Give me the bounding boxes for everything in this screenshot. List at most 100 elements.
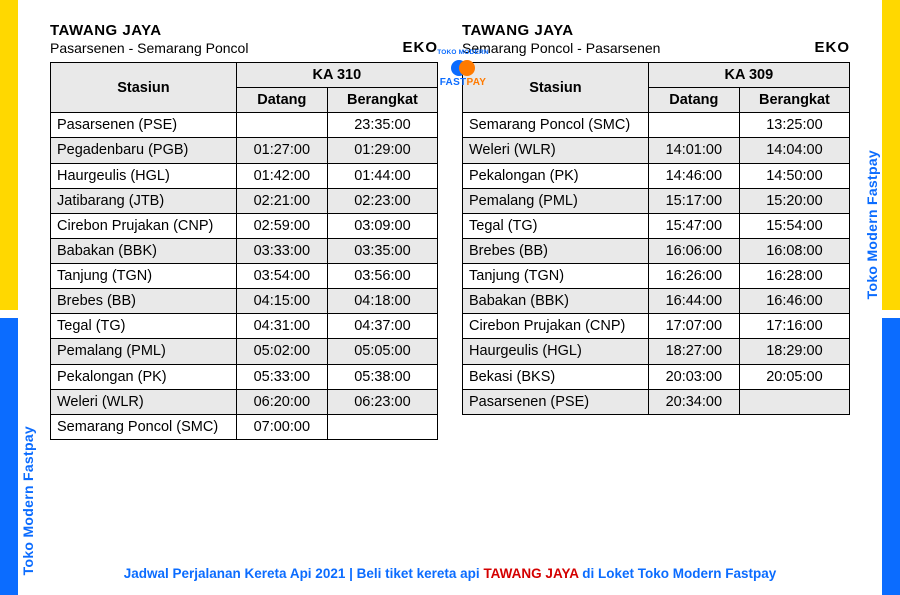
cell-station: Pemalang (PML) — [463, 188, 649, 213]
cell-departure: 16:46:00 — [739, 289, 849, 314]
cell-departure: 14:50:00 — [739, 163, 849, 188]
cell-station: Cirebon Prujakan (CNP) — [463, 314, 649, 339]
stripe-decor — [882, 0, 900, 310]
table-row: Semarang Poncol (SMC)07:00:00 — [51, 414, 438, 439]
cell-station: Babakan (BBK) — [51, 238, 237, 263]
stripe-decor — [0, 318, 18, 595]
table-row: Tanjung (TGN)03:54:0003:56:00 — [51, 264, 438, 289]
cell-departure: 03:35:00 — [327, 238, 437, 263]
fastpay-logo: TOKO MODERN FASTPAY — [433, 50, 493, 88]
col-datang: Datang — [236, 88, 327, 113]
train-class: EKO — [814, 39, 850, 56]
cell-departure: 04:18:00 — [327, 289, 437, 314]
cell-arrival: 01:42:00 — [236, 163, 327, 188]
cell-station: Haurgeulis (HGL) — [463, 339, 649, 364]
stripe-decor — [0, 0, 18, 310]
cell-arrival: 16:06:00 — [648, 238, 739, 263]
cell-station: Pasarsenen (PSE) — [51, 113, 237, 138]
table-row: Tegal (TG)04:31:0004:37:00 — [51, 314, 438, 339]
cell-departure: 04:37:00 — [327, 314, 437, 339]
cell-arrival: 04:15:00 — [236, 289, 327, 314]
cell-arrival: 04:31:00 — [236, 314, 327, 339]
cell-arrival: 14:01:00 — [648, 138, 739, 163]
cell-departure: 05:05:00 — [327, 339, 437, 364]
train-route: Pasarsenen - Semarang Poncol — [50, 40, 248, 56]
cell-departure: 18:29:00 — [739, 339, 849, 364]
cell-arrival: 01:27:00 — [236, 138, 327, 163]
table-row: Pekalongan (PK)14:46:0014:50:00 — [463, 163, 850, 188]
train-title: TAWANG JAYA — [462, 22, 660, 39]
table-row: Pegadenbaru (PGB)01:27:0001:29:00 — [51, 138, 438, 163]
cell-departure: 23:35:00 — [327, 113, 437, 138]
cell-station: Babakan (BBK) — [463, 289, 649, 314]
cell-departure: 16:28:00 — [739, 264, 849, 289]
cell-arrival — [236, 113, 327, 138]
cell-arrival: 02:59:00 — [236, 213, 327, 238]
brand-side-label: Toko Modern Fastpay — [864, 150, 880, 299]
table-row: Pemalang (PML)15:17:0015:20:00 — [463, 188, 850, 213]
cell-departure: 17:16:00 — [739, 314, 849, 339]
table-row: Babakan (BBK)16:44:0016:46:00 — [463, 289, 850, 314]
col-berangkat: Berangkat — [739, 88, 849, 113]
cell-arrival: 18:27:00 — [648, 339, 739, 364]
cell-departure: 15:20:00 — [739, 188, 849, 213]
cell-departure: 03:09:00 — [327, 213, 437, 238]
cell-station: Weleri (WLR) — [463, 138, 649, 163]
cell-departure: 05:38:00 — [327, 364, 437, 389]
table-row: Pekalongan (PK)05:33:0005:38:00 — [51, 364, 438, 389]
col-berangkat: Berangkat — [327, 88, 437, 113]
cell-station: Tanjung (TGN) — [51, 264, 237, 289]
table-row: Weleri (WLR)06:20:0006:23:00 — [51, 389, 438, 414]
schedule-table-left: Stasiun KA 310 Datang Berangkat Pasarsen… — [50, 62, 438, 440]
table-row: Babakan (BBK)03:33:0003:35:00 — [51, 238, 438, 263]
cell-station: Brebes (BB) — [463, 238, 649, 263]
cell-arrival: 17:07:00 — [648, 314, 739, 339]
table-row: Cirebon Prujakan (CNP)17:07:0017:16:00 — [463, 314, 850, 339]
schedule-table-right: Stasiun KA 309 Datang Berangkat Semarang… — [462, 62, 850, 415]
col-train-no: KA 309 — [648, 63, 849, 88]
table-row: Tegal (TG)15:47:0015:54:00 — [463, 213, 850, 238]
cell-station: Pegadenbaru (PGB) — [51, 138, 237, 163]
table-row: Jatibarang (JTB)02:21:0002:23:00 — [51, 188, 438, 213]
cell-station: Pekalongan (PK) — [463, 163, 649, 188]
cell-departure: 16:08:00 — [739, 238, 849, 263]
cell-station: Tegal (TG) — [51, 314, 237, 339]
cell-arrival: 14:46:00 — [648, 163, 739, 188]
table-row: Cirebon Prujakan (CNP)02:59:0003:09:00 — [51, 213, 438, 238]
cell-station: Bekasi (BKS) — [463, 364, 649, 389]
cell-departure: 01:44:00 — [327, 163, 437, 188]
cell-departure — [327, 414, 437, 439]
cell-arrival: 20:34:00 — [648, 389, 739, 414]
cell-arrival: 05:02:00 — [236, 339, 327, 364]
cell-station: Tegal (TG) — [463, 213, 649, 238]
cell-arrival — [648, 113, 739, 138]
cell-arrival: 03:33:00 — [236, 238, 327, 263]
cell-departure — [739, 389, 849, 414]
cell-arrival: 16:44:00 — [648, 289, 739, 314]
stripe-decor — [882, 318, 900, 595]
brand-side-label: Toko Modern Fastpay — [20, 426, 36, 575]
table-row: Tanjung (TGN)16:26:0016:28:00 — [463, 264, 850, 289]
cell-arrival: 07:00:00 — [236, 414, 327, 439]
cell-departure: 02:23:00 — [327, 188, 437, 213]
table-row: Pemalang (PML)05:02:0005:05:00 — [51, 339, 438, 364]
table-row: Bekasi (BKS)20:03:0020:05:00 — [463, 364, 850, 389]
cell-arrival: 03:54:00 — [236, 264, 327, 289]
cell-station: Haurgeulis (HGL) — [51, 163, 237, 188]
train-title: TAWANG JAYA — [50, 22, 248, 39]
cell-station: Pemalang (PML) — [51, 339, 237, 364]
table-row: Brebes (BB)16:06:0016:08:00 — [463, 238, 850, 263]
footer-text: Jadwal Perjalanan Kereta Api 2021 | Beli… — [0, 566, 900, 581]
cell-departure: 03:56:00 — [327, 264, 437, 289]
cell-arrival: 05:33:00 — [236, 364, 327, 389]
cell-arrival: 15:47:00 — [648, 213, 739, 238]
table-row: Pasarsenen (PSE) 23:35:00 — [51, 113, 438, 138]
cell-arrival: 16:26:00 — [648, 264, 739, 289]
table-row: Pasarsenen (PSE)20:34:00 — [463, 389, 850, 414]
col-train-no: KA 310 — [236, 63, 437, 88]
cell-departure: 15:54:00 — [739, 213, 849, 238]
cell-station: Pasarsenen (PSE) — [463, 389, 649, 414]
schedule-right: TAWANG JAYA Semarang Poncol - Pasarsenen… — [462, 22, 850, 440]
cell-station: Weleri (WLR) — [51, 389, 237, 414]
cell-station: Pekalongan (PK) — [51, 364, 237, 389]
